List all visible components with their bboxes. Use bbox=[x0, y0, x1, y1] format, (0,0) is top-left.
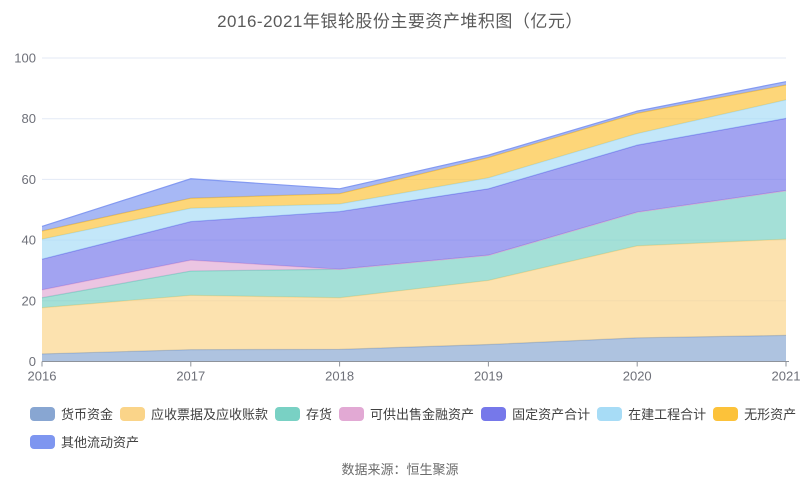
y-axis-label: 40 bbox=[22, 233, 36, 248]
legend-item-6[interactable]: 无形资产 bbox=[713, 404, 796, 423]
chart-title: 2016-2021年银轮股份主要资产堆积图（亿元） bbox=[217, 12, 583, 31]
legend-item-7[interactable]: 其他流动资产 bbox=[30, 432, 139, 451]
legend-swatch bbox=[275, 406, 301, 421]
legend-item-0[interactable]: 货币资金 bbox=[30, 404, 113, 423]
series-area-2[interactable] bbox=[42, 190, 786, 308]
series-area-0[interactable] bbox=[42, 335, 786, 362]
legend-swatch bbox=[30, 406, 55, 421]
y-axis-label: 80 bbox=[22, 111, 36, 126]
legend-swatch bbox=[713, 406, 739, 421]
y-axis-label: 60 bbox=[22, 172, 36, 187]
legend-swatch bbox=[30, 434, 55, 449]
legend-label: 应收票据及应收账款 bbox=[151, 407, 269, 422]
legend-label: 货币资金 bbox=[61, 407, 114, 422]
series-area-6[interactable] bbox=[42, 85, 786, 240]
legend-swatch bbox=[339, 406, 365, 421]
legend-swatch bbox=[481, 406, 507, 421]
y-axis-label: 100 bbox=[14, 51, 36, 66]
legend-item-5[interactable]: 在建工程合计 bbox=[597, 404, 706, 423]
legend-row: 货币资金 应收票据及应收账款 存货 可供出售金融资产 固定资产合计 在建工程合计 无形资产 bbox=[30, 404, 796, 423]
series-area-1[interactable] bbox=[42, 239, 786, 354]
legend-item-1[interactable]: 应收票据及应收账款 bbox=[120, 404, 268, 423]
x-axis-label: 2019 bbox=[474, 369, 503, 384]
x-axis-label: 2017 bbox=[176, 369, 205, 384]
legend-label: 其他流动资产 bbox=[61, 435, 140, 450]
legend-label: 在建工程合计 bbox=[628, 407, 707, 422]
x-axis-label: 2018 bbox=[325, 369, 354, 384]
data-source-note: 数据来源：恒生聚源 bbox=[341, 462, 459, 477]
legend-label: 存货 bbox=[306, 407, 333, 422]
legend-swatch bbox=[597, 406, 623, 421]
x-axis-label: 2021 bbox=[772, 369, 800, 384]
y-axis-label: 20 bbox=[22, 293, 36, 308]
legend-item-3[interactable]: 可供出售金融资产 bbox=[339, 404, 474, 423]
legend-item-4[interactable]: 固定资产合计 bbox=[481, 404, 590, 423]
x-axis-label: 2020 bbox=[623, 369, 652, 384]
chart-legend: 货币资金 应收票据及应收账款 存货 可供出售金融资产 固定资产合计 在建工程合计 无形资产其… bbox=[30, 404, 796, 460]
legend-label: 无形资产 bbox=[744, 407, 797, 422]
legend-swatch bbox=[120, 406, 146, 421]
legend-row: 其他流动资产 bbox=[30, 432, 792, 451]
x-axis-label: 2016 bbox=[28, 369, 57, 384]
y-axis-label: 0 bbox=[29, 354, 36, 369]
series-area-4[interactable] bbox=[42, 118, 786, 290]
series-area-7[interactable] bbox=[42, 81, 786, 231]
legend-label: 可供出售金融资产 bbox=[370, 407, 475, 422]
legend-label: 固定资产合计 bbox=[512, 407, 591, 422]
series-line-7 bbox=[41, 81, 787, 228]
legend-item-2[interactable]: 存货 bbox=[275, 404, 332, 423]
